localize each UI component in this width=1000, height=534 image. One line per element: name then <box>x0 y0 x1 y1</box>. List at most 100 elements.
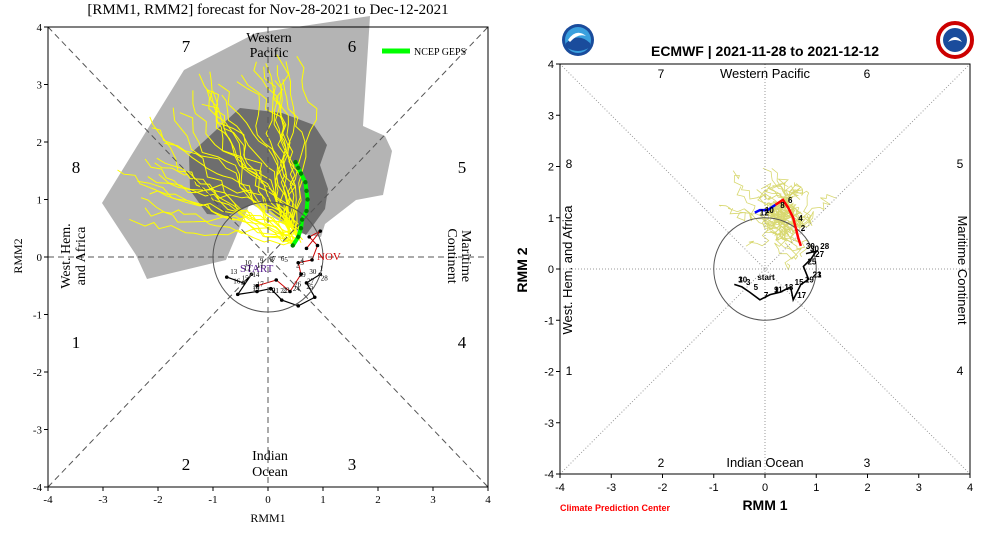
region-label-indian-ocean-line2: Ocean <box>252 465 288 480</box>
ensemble-member-line <box>732 170 779 217</box>
x-tick-label: -2 <box>658 482 668 494</box>
region-label-indian-ocean-ecmwf: Indian Ocean <box>726 455 803 470</box>
observed-point <box>279 298 284 302</box>
x-tick-label: -1 <box>709 482 719 494</box>
observed-day-label: 12 <box>244 265 252 273</box>
observed-point <box>299 272 303 277</box>
x-tick-label: -2 <box>153 494 162 506</box>
ensemble-member-tracks <box>117 54 318 246</box>
phase-number-3-ecmwf: 3 <box>864 456 871 470</box>
observed-day-label: 11 <box>257 262 264 270</box>
x-tick-label: 4 <box>967 482 973 494</box>
observed-day-label: 6 <box>281 255 285 263</box>
ensemble-member-line <box>760 182 795 218</box>
region-label-west-hem-line2: and Africa <box>74 226 89 285</box>
observed-day-label: 1 <box>319 265 323 273</box>
right-y-axis-label: RMM 2 <box>514 247 530 292</box>
ecmwf-phase-panel: ECMWF | 2021-11-28 to 2021-12-12 -4 -3 -2 -… <box>514 21 974 513</box>
x-tick-label: 1 <box>320 494 326 506</box>
observed-day-label: 29 <box>299 271 307 279</box>
observed-day-label: 25 <box>306 283 314 291</box>
y-tick-label: 2 <box>37 137 43 149</box>
observed-month-label: NOV <box>317 251 341 263</box>
observed-path <box>734 249 819 303</box>
y-tick-label: -2 <box>544 367 554 379</box>
ensemble-member-line <box>772 185 812 228</box>
observed-day-label: 3 <box>746 278 751 287</box>
ensemble-member-line <box>149 190 298 241</box>
ensemble-mean-point <box>296 234 301 240</box>
observed-day-label: 21 <box>813 270 822 279</box>
observed-day-label: 1 <box>738 275 743 284</box>
forecast-mean-track-early <box>774 198 803 247</box>
y-tick-label: 3 <box>37 80 43 92</box>
ensemble-member-line <box>789 194 837 225</box>
x-tick-label: -3 <box>606 482 616 494</box>
x-tick-label: -1 <box>208 494 217 506</box>
phase-number-4-ecmwf: 4 <box>957 364 964 378</box>
observed-day-label: 19 <box>805 275 814 284</box>
ensemble-member-line <box>253 61 296 231</box>
observed-day-label: 8 <box>270 256 274 264</box>
observed-day-label: 4 <box>300 257 304 265</box>
y-tick-label: 1 <box>37 195 43 207</box>
ensemble-member-line <box>736 186 780 231</box>
left-chart-title: [RMM1, RMM2] forecast for Nov-28-2021 to… <box>87 2 448 18</box>
forecast-day-label: 6 <box>788 196 793 205</box>
observed-day-label: 7 <box>272 255 276 263</box>
observed-day-label: 2 <box>296 262 300 270</box>
observed-point <box>296 260 301 265</box>
observed-point <box>288 289 292 294</box>
ensemble-member-line <box>164 142 299 234</box>
y-tick-label: 4 <box>37 22 43 34</box>
ensemble-member-line <box>206 88 289 243</box>
phase-number-6: 6 <box>348 37 357 56</box>
phase-number-6-ecmwf: 6 <box>864 67 871 81</box>
ensemble-mean-point <box>303 180 308 185</box>
region-label-west-hem-line1: West. Hem. <box>59 223 74 288</box>
forecast-day-label: 10 <box>765 206 774 215</box>
x-tick-label: 3 <box>430 494 436 506</box>
observed-point <box>255 283 259 288</box>
observed-day-label: 27 <box>307 278 315 286</box>
region-label-western-pacific-line2: Pacific <box>250 46 289 61</box>
y-tick-label: 3 <box>548 110 554 122</box>
observed-day-label: 30 <box>810 245 819 254</box>
ensemble-mean-point <box>304 208 309 214</box>
ensemble-member-line <box>151 127 291 240</box>
region-label-western-pacific-ecmwf: Western Pacific <box>720 66 811 81</box>
credit-label: Climate Prediction Center <box>560 503 671 513</box>
observed-point <box>296 304 301 308</box>
x-tick-label: 3 <box>916 482 922 494</box>
observed-day-label: 17 <box>257 281 265 289</box>
ensemble-member-line <box>129 218 298 246</box>
observed-start-label-ecmwf: start <box>757 273 775 282</box>
observed-day-label: 14 <box>252 271 260 279</box>
ensemble-mean-point <box>304 188 309 194</box>
ensemble-member-line <box>762 167 792 221</box>
phase-number-4: 4 <box>458 333 467 352</box>
ensemble-member-line <box>144 207 299 238</box>
observed-day-label: 21 <box>272 287 280 295</box>
x-tick-label: 2 <box>864 482 870 494</box>
observed-day-label: 25 <box>807 257 816 266</box>
ensemble-mean-point <box>293 159 298 165</box>
x-tick-label: 4 <box>485 494 491 506</box>
observed-day-label: 13 <box>784 283 793 292</box>
observed-point <box>312 295 317 300</box>
ensemble-member-line <box>762 210 784 235</box>
diagonal-divider <box>47 26 489 488</box>
observed-day-label: 23 <box>813 270 822 279</box>
observed-point <box>307 235 312 239</box>
phase-number-8-ecmwf: 8 <box>566 157 573 171</box>
observed-point <box>318 229 323 233</box>
diagonal-divider <box>559 63 971 475</box>
observed-path <box>256 230 321 293</box>
ensemble-member-line <box>791 211 814 232</box>
ensemble-member-line <box>775 208 803 225</box>
